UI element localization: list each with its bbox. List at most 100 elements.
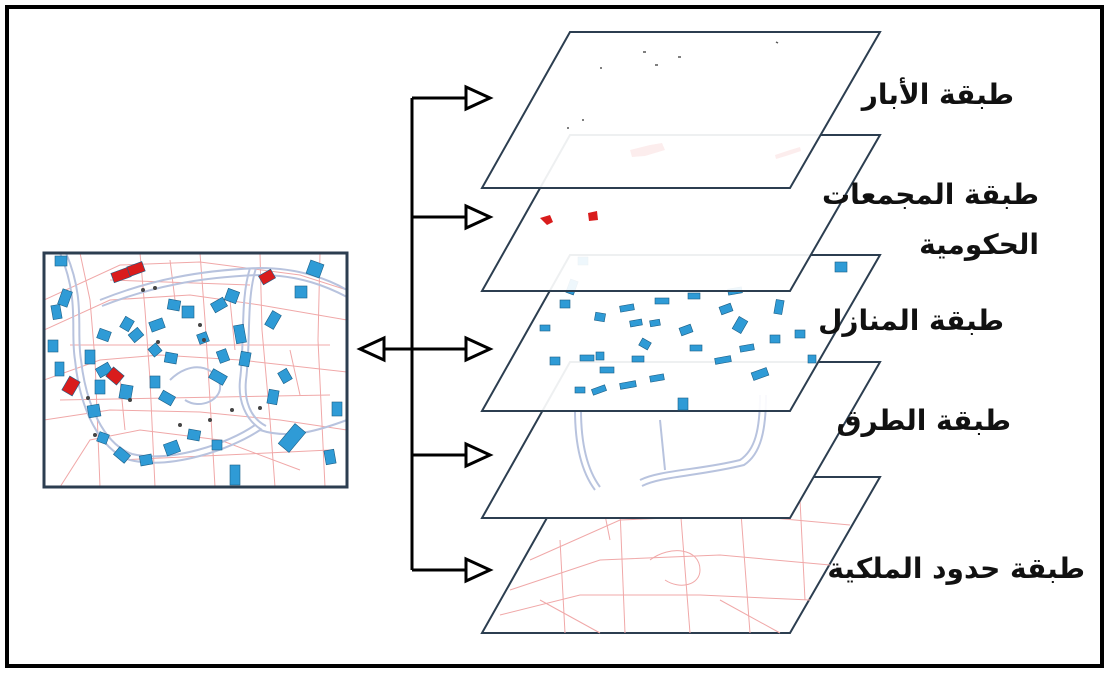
plane-house [677, 397, 689, 411]
map-house [229, 464, 241, 486]
map-well [230, 408, 234, 412]
map-house [210, 296, 228, 314]
map-well [153, 286, 157, 290]
map-well [178, 423, 182, 427]
plane-house [689, 344, 703, 352]
plane-house [794, 329, 806, 339]
map-house [158, 389, 176, 407]
plane-house [574, 386, 586, 394]
map-house [95, 361, 113, 379]
label-government-line2: الحكومية [919, 228, 1039, 261]
map-house [148, 317, 166, 333]
arrowhead-icon [464, 556, 494, 584]
plane-house [619, 303, 635, 313]
plane-house [718, 302, 734, 316]
plane-house [687, 292, 701, 300]
arrow-bracket [382, 96, 472, 572]
plane-house [638, 337, 652, 351]
composite-map [44, 253, 347, 487]
map-house [138, 453, 154, 467]
map-house [84, 349, 96, 365]
map-well [198, 323, 202, 327]
map-house [94, 379, 106, 395]
map-well [93, 433, 97, 437]
map-house [118, 383, 134, 401]
map-house [119, 315, 135, 333]
plane-house [678, 323, 694, 337]
map-well [202, 338, 206, 342]
map-government-building [126, 261, 146, 277]
plane-house [834, 261, 848, 273]
map-house [264, 310, 282, 330]
map-house [238, 350, 252, 368]
map-house [54, 361, 65, 377]
map-house [223, 287, 241, 305]
map-house [113, 446, 131, 464]
map-well [128, 398, 132, 402]
plane-houses [480, 254, 882, 412]
map-houses [47, 255, 343, 486]
plane-house [739, 343, 755, 353]
plane-house [649, 373, 665, 383]
plane-house [807, 354, 817, 364]
map-government-building [105, 366, 125, 386]
plane-house [714, 355, 732, 365]
plane-house [591, 384, 607, 396]
map-house [196, 331, 210, 345]
map-house [277, 367, 293, 385]
map-well [141, 288, 145, 292]
arrowhead-icon [464, 203, 494, 231]
label-roads-layer: طبقة الطرق [836, 404, 1011, 437]
map-house [233, 323, 247, 345]
map-government-buildings [61, 261, 276, 397]
map-house [294, 285, 308, 299]
map-house [47, 339, 59, 353]
map-government-building [258, 268, 276, 286]
map-house [215, 348, 231, 364]
arrowhead-icon [464, 441, 494, 469]
plane-house [549, 356, 561, 366]
plane-house [594, 311, 606, 323]
map-house [305, 259, 325, 279]
map-house [277, 423, 307, 453]
plane-house [654, 297, 670, 305]
map-house [127, 326, 145, 344]
map-house [211, 439, 223, 451]
map-house [331, 401, 343, 417]
plane-house [631, 355, 645, 363]
plane-house [579, 354, 595, 362]
label-houses-layer: طبقة المنازل [818, 304, 1004, 337]
arrowhead-icon [356, 335, 386, 363]
arrowhead-icon [464, 84, 494, 112]
label-wells-layer: طبقة الأبار [861, 78, 1014, 111]
map-house [149, 375, 161, 389]
map-well [156, 340, 160, 344]
plane-house [619, 380, 637, 390]
map-house [163, 351, 179, 365]
map-roads [59, 253, 347, 464]
plane-house [559, 299, 571, 309]
map-house [166, 298, 182, 312]
plane-house [595, 351, 605, 361]
map-house [266, 388, 280, 406]
map-house [208, 368, 228, 386]
map-house [181, 305, 195, 319]
map-house [86, 403, 102, 419]
plane-house [539, 324, 551, 332]
plane-wells [480, 31, 882, 189]
plane-house [649, 318, 661, 328]
map-parcels [44, 253, 347, 487]
arrowheads [356, 84, 494, 584]
plane-house [629, 318, 643, 328]
plane-house [599, 366, 615, 374]
map-house [96, 327, 112, 343]
map-well [258, 406, 262, 410]
map-house [186, 428, 202, 442]
plane-house [769, 334, 781, 344]
map-government-building [61, 375, 81, 397]
map-house [57, 288, 73, 308]
plane-house [731, 316, 749, 334]
map-wells [86, 286, 262, 437]
